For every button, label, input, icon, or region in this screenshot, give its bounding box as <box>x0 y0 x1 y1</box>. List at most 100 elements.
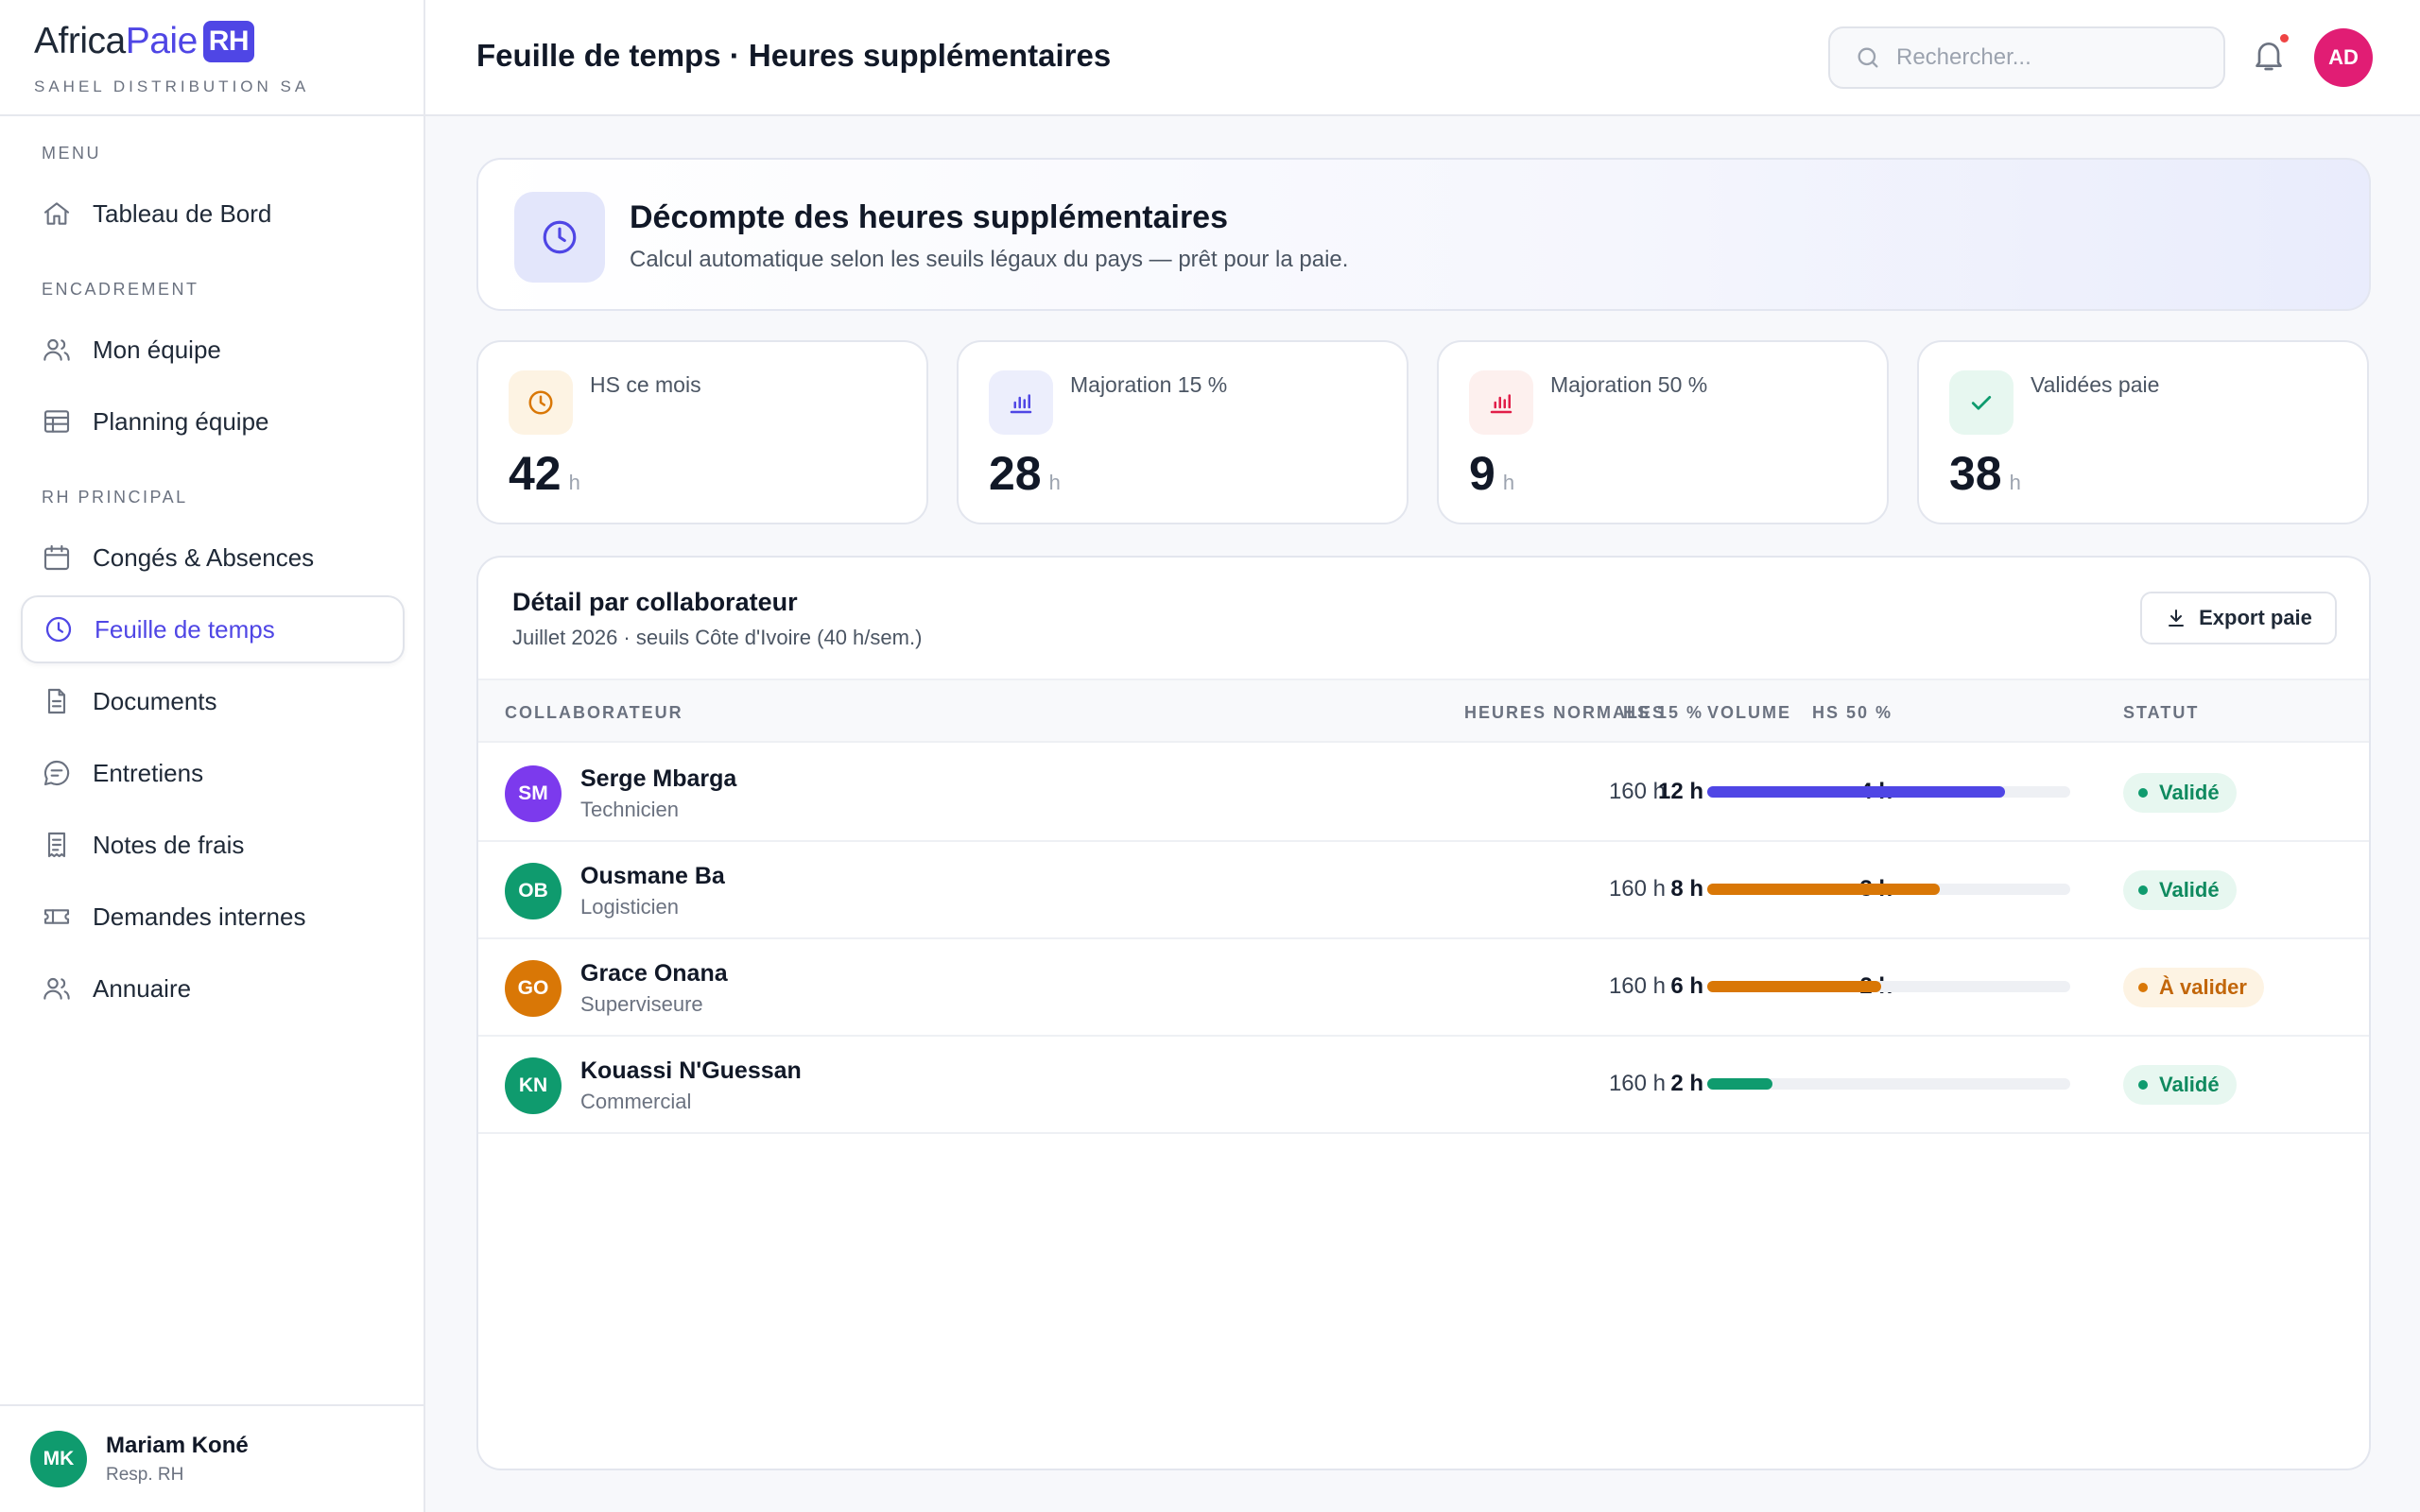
status-badge: À valider <box>2123 968 2264 1007</box>
employee-name: Serge Mbarga <box>580 765 737 792</box>
hs15-hours: 2 h <box>1670 1071 1703 1096</box>
sidebar-item-conges-absences[interactable]: Congés & Absences <box>21 524 405 592</box>
bell-icon[interactable] <box>2250 36 2288 74</box>
volume-bar <box>1707 981 2070 992</box>
section-label-menu: MENU <box>42 144 101 163</box>
column-header-normal-hours[interactable]: HEURES NORMALES <box>1463 703 1666 722</box>
company-name: SAHEL DISTRIBUTION SA <box>34 77 310 95</box>
logo-africa: Africa <box>34 21 126 61</box>
column-header-hs15[interactable]: HS 15 % <box>1622 703 1703 722</box>
normal-hours: 160 h <box>1608 876 1666 902</box>
sidebar-item-label: Entretiens <box>93 758 204 787</box>
status-dot <box>2138 1080 2148 1090</box>
notification-dot <box>2280 34 2289 43</box>
avatar: KN <box>505 1057 562 1114</box>
search-icon <box>1858 47 1878 68</box>
stat-label: HS ce mois <box>590 372 701 397</box>
volume-bar-fill <box>1707 981 1882 992</box>
banner-icon-box <box>514 192 605 283</box>
avatar: GO <box>505 960 562 1017</box>
column-header-volume-label: VOLUME <box>1707 703 1792 722</box>
hs15-hours: 6 h <box>1670 973 1703 999</box>
sidebar-item-mon-equipe[interactable]: Mon équipe <box>21 316 405 384</box>
sidebar-item-label: Tableau de Bord <box>93 198 272 228</box>
search-input[interactable] <box>1896 44 2218 71</box>
employee-role: Technicien <box>580 798 679 821</box>
page-title: Feuille de temps · Heures supplémentaire… <box>476 38 1112 73</box>
stat-card-validees-paie: Validées paie 38 h <box>1917 340 2369 524</box>
sidebar-item-entretiens[interactable]: Entretiens <box>21 739 405 807</box>
overtime-banner: Décompte des heures supplémentaires Calc… <box>476 158 2371 311</box>
status-dot <box>2138 885 2148 895</box>
table-row[interactable]: OB Ousmane Ba Logisticien 160 h 8 h 3 h … <box>478 842 2369 939</box>
column-header-status[interactable]: STATUT <box>2123 703 2200 722</box>
calendar-icon <box>43 544 70 571</box>
sidebar-item-label: Notes de frais <box>93 830 245 859</box>
sidebar-item-label: Demandes internes <box>93 902 306 931</box>
topbar: Feuille de temps · Heures supplémentaire… <box>425 0 2420 116</box>
bar-chart-icon <box>1490 394 1512 414</box>
home-icon <box>43 202 70 225</box>
volume-bar <box>1707 1078 2070 1090</box>
calendar-grid-icon <box>43 410 70 433</box>
table-row[interactable]: KN Kouassi N'Guessan Commercial 160 h 2 … <box>478 1037 2369 1134</box>
stat-icon-box <box>509 370 573 435</box>
document-icon <box>47 688 66 714</box>
stat-unit: h <box>2009 471 2021 494</box>
sidebar-user[interactable]: MK Mariam Koné Resp. RH <box>0 1404 425 1512</box>
stat-card-hs-month: HS ce mois 42 h <box>476 340 928 524</box>
stat-number: 42 <box>509 447 562 500</box>
user-name: Mariam Koné <box>106 1433 249 1458</box>
volume-bar-fill <box>1707 1078 1773 1090</box>
check-icon <box>1971 396 1992 410</box>
export-label: Export paie <box>2199 606 2312 629</box>
status-badge: Validé <box>2123 870 2237 910</box>
section-label-rh-principal: RH PRINCIPAL <box>42 488 188 507</box>
sidebar-item-documents[interactable]: Documents <box>21 667 405 735</box>
export-payroll-button[interactable]: Export paie <box>2140 592 2337 644</box>
employee-name: Ousmane Ba <box>580 863 725 889</box>
users-icon <box>43 338 70 361</box>
sidebar-item-tableau-de-bord[interactable]: Tableau de Bord <box>21 180 405 248</box>
employee-role: Commercial <box>580 1090 692 1113</box>
avatar: OB <box>505 863 562 919</box>
logo[interactable]: Africa Paie RH <box>34 19 389 64</box>
hs15-hours: 8 h <box>1670 876 1703 902</box>
avatar: MK <box>30 1431 87 1487</box>
column-header-employee[interactable]: COLLABORATEUR <box>505 703 683 722</box>
stat-value: 38 h <box>1949 446 2021 501</box>
stat-unit: h <box>1048 471 1061 494</box>
sidebar-item-label: Planning équipe <box>93 406 269 436</box>
normal-hours: 160 h <box>1608 779 1666 804</box>
stat-icon-box <box>1469 370 1533 435</box>
user-avatar[interactable]: AD <box>2314 28 2373 87</box>
sidebar-item-demandes-internes[interactable]: Demandes internes <box>21 883 405 951</box>
sidebar-item-annuaire[interactable]: Annuaire <box>21 954 405 1022</box>
normal-hours: 160 h <box>1608 973 1666 999</box>
status-dot <box>2138 788 2148 798</box>
volume-bar-fill <box>1707 884 1940 895</box>
banner-title: Décompte des heures supplémentaires <box>630 199 1229 235</box>
sidebar-item-planning-equipe[interactable]: Planning équipe <box>21 387 405 455</box>
table-row[interactable]: SM Serge Mbarga Technicien 160 h 12 h 4 … <box>478 745 2369 842</box>
stat-number: 38 <box>1949 447 2002 500</box>
stat-value: 42 h <box>509 446 580 501</box>
column-header-hs50[interactable]: HS 50 % <box>1811 703 1893 722</box>
receipt-icon <box>47 832 66 858</box>
status-dot <box>2138 983 2148 992</box>
column-header-volume[interactable]: VOLUME <box>1707 703 1791 723</box>
clock-icon <box>45 616 72 643</box>
avatar: SM <box>505 765 562 822</box>
clock-icon <box>543 220 577 254</box>
user-role: Resp. RH <box>106 1465 184 1485</box>
table-row[interactable]: GO Grace Onana Superviseure 160 h 6 h 2 … <box>478 939 2369 1037</box>
chat-icon <box>43 760 70 786</box>
status-label: Validé <box>2159 781 2220 804</box>
brand: Africa Paie RH SAHEL DISTRIBUTION SA <box>0 0 424 116</box>
search-box[interactable] <box>1828 26 2225 89</box>
table-subtitle: Juillet 2026 · seuils Côte d'Ivoire (40 … <box>512 626 923 649</box>
sidebar-item-feuille-de-temps[interactable]: Feuille de temps <box>21 595 405 663</box>
sidebar-item-notes-de-frais[interactable]: Notes de frais <box>21 811 405 879</box>
